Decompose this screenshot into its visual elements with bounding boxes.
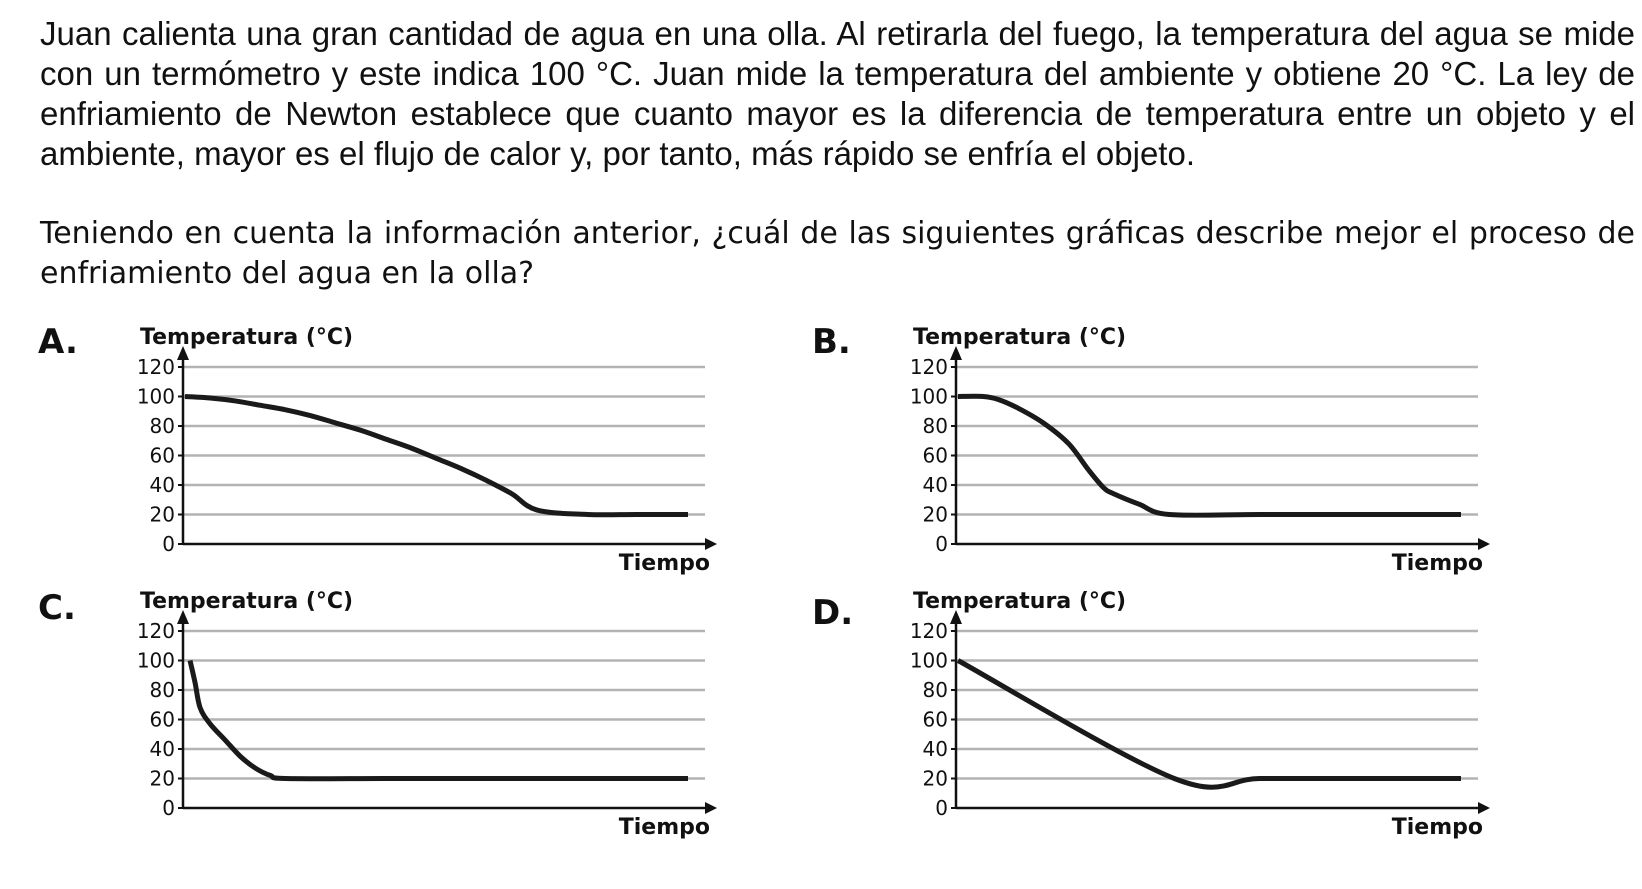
y-tick-label: 0 bbox=[162, 796, 175, 820]
chart-option-d: Temperatura (°C) 0 20 40 60 80 100 120 Tiempo bbox=[910, 589, 1490, 840]
y-tick-label: 60 bbox=[150, 708, 175, 732]
y-axis-arrow bbox=[950, 346, 962, 360]
y-tick-label: 100 bbox=[910, 649, 948, 673]
x-axis-arrow bbox=[705, 538, 717, 550]
question-paragraph-1: Juan calienta una gran cantidad de agua … bbox=[40, 15, 1635, 172]
y-axis-arrow bbox=[950, 610, 962, 624]
chart-option-c: Temperatura (°C) 0 20 40 60 80 100 120 Tiempo bbox=[137, 589, 717, 840]
y-tick-label: 0 bbox=[162, 532, 175, 556]
y-tick-label: 120 bbox=[137, 619, 175, 643]
y-tick-label: 0 bbox=[935, 532, 948, 556]
x-axis-label: Tiempo bbox=[619, 815, 710, 840]
x-axis-arrow bbox=[1478, 538, 1490, 550]
x-axis-label: Tiempo bbox=[619, 551, 710, 576]
y-tick-label: 60 bbox=[150, 444, 175, 468]
temperature-curve bbox=[956, 658, 1461, 790]
option-d-label[interactable]: D. bbox=[812, 593, 854, 633]
chart-title: Temperatura (°C) bbox=[913, 589, 1126, 614]
y-tick-label: 20 bbox=[923, 503, 948, 527]
x-axis-arrow bbox=[705, 802, 717, 814]
y-axis-arrow bbox=[177, 346, 189, 360]
question-paragraph-2: Teniendo en cuenta la información anteri… bbox=[40, 216, 1635, 291]
y-axis-arrow bbox=[177, 610, 189, 624]
chart-title: Temperatura (°C) bbox=[140, 325, 353, 350]
y-tick-label: 20 bbox=[150, 503, 175, 527]
y-tick-label: 60 bbox=[923, 444, 948, 468]
chart-title: Temperatura (°C) bbox=[913, 325, 1126, 350]
y-tick-label: 120 bbox=[910, 619, 948, 643]
y-tick-label: 40 bbox=[923, 737, 948, 761]
y-tick-label: 60 bbox=[923, 708, 948, 732]
option-b-label[interactable]: B. bbox=[812, 322, 851, 362]
y-tick-label: 120 bbox=[910, 355, 948, 379]
y-tick-label: 80 bbox=[150, 414, 175, 438]
y-tick-label: 100 bbox=[137, 649, 175, 673]
temperature-curve bbox=[957, 393, 1461, 518]
chart-option-b: Temperatura (°C) 0 20 40 60 80 100 120 Tiempo bbox=[910, 325, 1490, 576]
y-tick-label: 80 bbox=[923, 678, 948, 702]
chart-title: Temperatura (°C) bbox=[140, 589, 353, 614]
y-tick-label: 120 bbox=[137, 355, 175, 379]
temperature-curve bbox=[187, 659, 688, 782]
x-axis-arrow bbox=[1478, 802, 1490, 814]
y-tick-label: 80 bbox=[923, 414, 948, 438]
y-tick-label: 80 bbox=[150, 678, 175, 702]
option-c-label[interactable]: C. bbox=[38, 588, 76, 628]
y-tick-label: 100 bbox=[137, 385, 175, 409]
y-tick-label: 40 bbox=[150, 737, 175, 761]
option-a-label[interactable]: A. bbox=[38, 322, 78, 362]
y-tick-label: 40 bbox=[923, 473, 948, 497]
x-axis-label: Tiempo bbox=[1392, 815, 1483, 840]
temperature-curve bbox=[184, 394, 688, 518]
x-axis-label: Tiempo bbox=[1392, 551, 1483, 576]
y-tick-label: 20 bbox=[150, 767, 175, 791]
y-tick-label: 20 bbox=[923, 767, 948, 791]
y-tick-label: 100 bbox=[910, 385, 948, 409]
chart-option-a: Temperatura (°C) 0 20 40 60 80 100 120 Tiempo bbox=[137, 325, 717, 576]
y-tick-label: 0 bbox=[935, 796, 948, 820]
y-tick-label: 40 bbox=[150, 473, 175, 497]
